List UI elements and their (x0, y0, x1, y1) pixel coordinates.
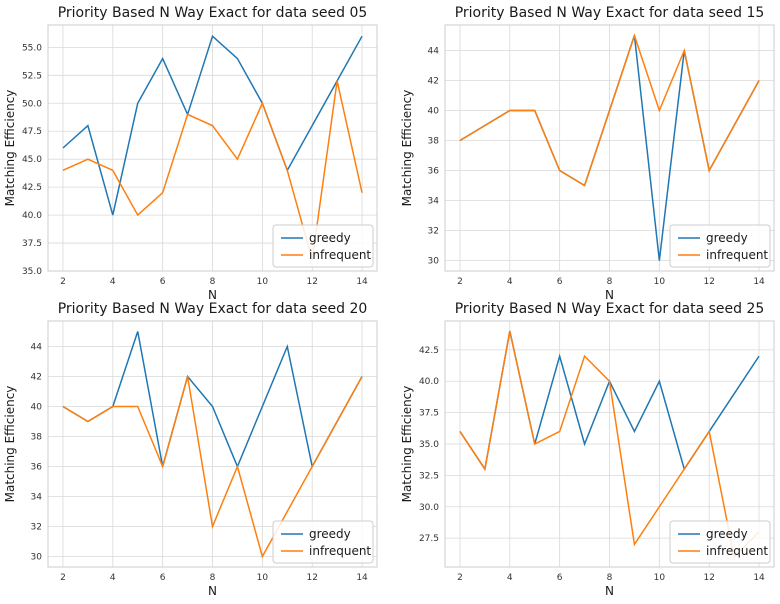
y-tick-label: 40.0 (419, 377, 439, 387)
y-tick-label: 44 (31, 343, 43, 353)
series-line-infrequent (62, 376, 363, 559)
legend-box (272, 224, 374, 268)
x-tick-label: 8 (210, 573, 216, 583)
subplot-1: 2 4 6 8 10 12 14 35.0 37.5 40.0 42.5 45.0 47.5 50.0 52… (3, 5, 378, 302)
y-tick-label: 40 (31, 403, 43, 413)
x-axis-label: N (208, 288, 217, 302)
legend-label-infrequent: infrequent (309, 544, 371, 558)
plot-frame (47, 24, 378, 272)
x-tick-label: 10 (654, 277, 666, 287)
y-tick-label: 32 (428, 227, 439, 237)
x-tick-label: 14 (356, 573, 368, 583)
y-tick-label: 27.5 (419, 534, 439, 544)
subplot-4: 2 4 6 8 10 12 14 27.5 30.0 32.5 35.0 37.5 40.0 42.5 Pr… (400, 301, 775, 598)
x-tick-label: 10 (257, 277, 269, 287)
y-tick-label: 37.5 (419, 409, 439, 419)
legend-label-greedy: greedy (309, 527, 351, 541)
plot-frame (47, 320, 378, 568)
x-tick-label: 2 (60, 277, 66, 287)
x-tick-label: 4 (507, 277, 513, 287)
series-line-infrequent (459, 330, 760, 559)
plot-frame (444, 24, 775, 272)
y-tick-label: 32.5 (419, 471, 439, 481)
x-axis-label: N (605, 288, 614, 302)
y-tick-label: 42.5 (22, 183, 42, 193)
subplot-3: 2 4 6 8 10 12 14 30 32 34 36 38 40 42 44 Priority Based… (3, 301, 378, 598)
x-tick-label: 8 (607, 573, 613, 583)
y-tick-label: 35.0 (22, 267, 42, 277)
legend-label-greedy: greedy (706, 527, 748, 541)
legend-box (669, 520, 771, 564)
x-tick-label: 14 (753, 573, 765, 583)
series-line-infrequent (459, 33, 760, 187)
y-tick-label: 32 (31, 523, 42, 533)
x-tick-label: 10 (654, 573, 666, 583)
x-tick-label: 6 (160, 277, 166, 287)
x-tick-label: 14 (753, 277, 765, 287)
y-tick-label: 42 (31, 373, 42, 383)
series-line-greedy (62, 34, 363, 216)
x-tick-label: 2 (457, 573, 463, 583)
legend-label-infrequent: infrequent (706, 248, 768, 262)
y-tick-label: 44 (428, 47, 440, 57)
x-axis-label: N (208, 584, 217, 598)
x-tick-label: 12 (306, 277, 317, 287)
legend-label-greedy: greedy (706, 231, 748, 245)
x-tick-label: 10 (257, 573, 269, 583)
legend-box (669, 224, 771, 268)
subplot-2: 2 4 6 8 10 12 14 30 32 34 36 38 40 42 44 Priority Based… (400, 5, 775, 302)
y-tick-label: 34 (31, 493, 43, 503)
plot-frame (444, 320, 775, 568)
chart-title: Priority Based N Way Exact for data seed… (58, 5, 368, 21)
y-tick-label: 50.0 (22, 99, 42, 109)
y-axis-label: Matching Efficiency (3, 90, 17, 207)
y-tick-label: 30 (31, 553, 43, 563)
x-tick-label: 12 (703, 573, 714, 583)
y-tick-label: 52.5 (22, 71, 42, 81)
y-tick-label: 30 (428, 257, 440, 267)
y-tick-label: 35.0 (419, 440, 439, 450)
legend-label-greedy: greedy (309, 231, 351, 245)
chart-title: Priority Based N Way Exact for data seed… (455, 301, 765, 317)
legend-label-infrequent: infrequent (309, 248, 371, 262)
x-tick-label: 4 (110, 277, 116, 287)
x-tick-label: 4 (110, 573, 116, 583)
y-axis-label: Matching Efficiency (400, 386, 414, 503)
y-tick-label: 30.0 (419, 503, 439, 513)
x-axis-label: N (605, 584, 614, 598)
y-tick-label: 34 (428, 197, 440, 207)
y-axis-label: Matching Efficiency (3, 386, 17, 503)
y-tick-label: 40.0 (22, 211, 42, 221)
y-tick-label: 36 (31, 463, 43, 473)
x-tick-label: 12 (306, 573, 317, 583)
x-tick-label: 6 (557, 573, 563, 583)
y-tick-label: 42 (428, 77, 439, 87)
y-tick-label: 37.5 (22, 239, 42, 249)
x-tick-label: 12 (703, 277, 714, 287)
y-tick-label: 55.0 (22, 43, 42, 53)
x-tick-label: 8 (210, 277, 216, 287)
y-tick-label: 42.5 (419, 346, 439, 356)
chart-title: Priority Based N Way Exact for data seed… (58, 301, 368, 317)
x-tick-label: 14 (356, 277, 368, 287)
y-tick-label: 40 (428, 107, 440, 117)
y-tick-label: 47.5 (22, 127, 42, 137)
y-tick-label: 38 (31, 433, 43, 443)
x-tick-label: 4 (507, 573, 513, 583)
legend-box (272, 520, 374, 564)
y-axis-label: Matching Efficiency (400, 90, 414, 207)
y-tick-label: 38 (428, 137, 440, 147)
legend-label-infrequent: infrequent (706, 544, 768, 558)
x-tick-label: 6 (160, 573, 166, 583)
y-tick-label: 36 (428, 167, 440, 177)
y-tick-label: 45.0 (22, 155, 42, 165)
chart-title: Priority Based N Way Exact for data seed… (455, 5, 765, 21)
x-tick-label: 6 (557, 277, 563, 287)
x-tick-label: 8 (607, 277, 613, 287)
x-tick-label: 2 (457, 277, 463, 287)
x-tick-label: 2 (60, 573, 66, 583)
